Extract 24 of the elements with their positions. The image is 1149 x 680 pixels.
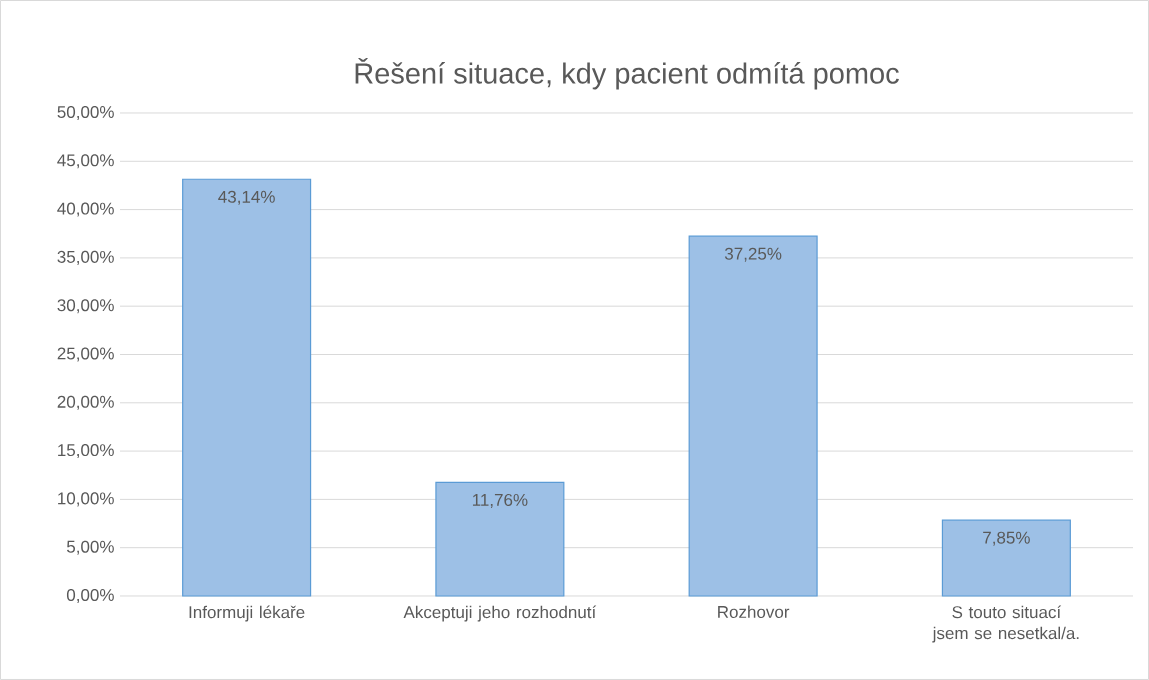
x-tick-label: Rozhovor	[718, 605, 790, 618]
y-tick-label: 10,00%	[58, 492, 114, 507]
y-tick-label: 25,00%	[57, 347, 114, 362]
data-label: 37,25%	[724, 247, 782, 262]
y-tick-label: 5,00%	[66, 540, 114, 555]
y-tick-label: 30,00%	[57, 299, 114, 314]
x-tick-label: S touto situací jsem se nesetkal/a.	[932, 605, 1079, 643]
data-label: 7,85%	[983, 531, 1030, 546]
y-tick-label: 40,00%	[57, 202, 114, 217]
bar	[941, 519, 1071, 597]
bar	[182, 178, 312, 597]
bar	[435, 481, 565, 597]
y-tick-label: 35,00%	[57, 250, 114, 265]
chart-title: Řešení situace, kdy pacient odmítá pomoc	[355, 58, 899, 90]
y-tick-label: 15,00%	[58, 444, 114, 459]
y-tick-label: 50,00%	[57, 105, 114, 120]
bar	[688, 235, 818, 597]
y-tick-label: 0,00%	[66, 588, 114, 603]
x-tick-label: Informuji lékaře	[189, 605, 305, 622]
y-tick-label: 45,00%	[57, 154, 114, 169]
data-label: 43,14%	[218, 190, 275, 205]
x-tick-label: Akceptuji jeho rozhodnutí	[403, 605, 597, 622]
data-label: 11,76%	[472, 493, 528, 508]
y-tick-label: 20,00%	[57, 395, 114, 410]
